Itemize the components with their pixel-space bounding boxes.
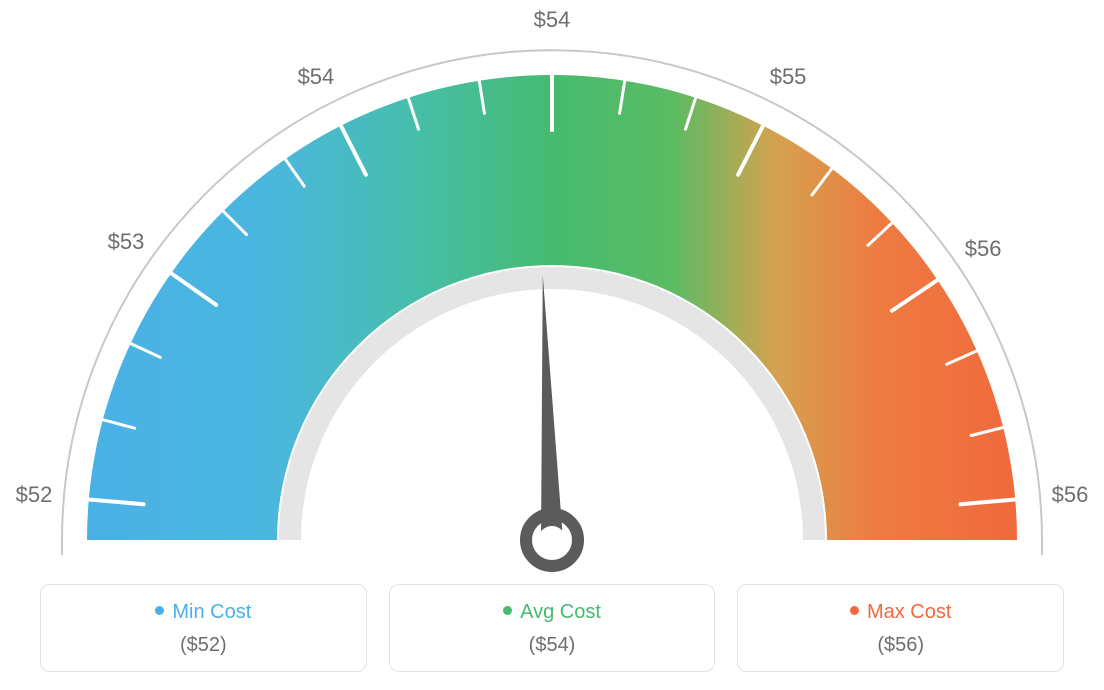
gauge-svg — [0, 0, 1104, 580]
legend-label-max: Max Cost — [867, 601, 951, 623]
legend-value-max-text: ($56) — [748, 634, 1053, 657]
legend-dot-max — [850, 606, 859, 615]
legend-card-min: Min Cost ($54) ($52) — [40, 584, 367, 672]
gauge-tick-label: $54 — [534, 7, 571, 33]
legend-title-avg: Avg Cost — [400, 601, 705, 624]
gauge-tick-label: $56 — [1052, 482, 1089, 508]
legend-value-min-text: ($52) — [51, 634, 356, 657]
gauge-tick-label: $53 — [108, 229, 145, 255]
legend-dot-avg — [503, 606, 512, 615]
gauge-chart: $52 $53 $54 $54 $55 $56 $56 — [0, 0, 1104, 580]
legend-card-avg: Avg Cost ($54) — [389, 584, 716, 672]
legend-dot-min — [155, 606, 164, 615]
legend-title-max: Max Cost — [748, 601, 1053, 624]
gauge-tick-label: $56 — [965, 236, 1002, 262]
legend-row: Min Cost ($54) ($52) Avg Cost ($54) Max … — [40, 584, 1064, 672]
legend-value-avg-text: ($54) — [400, 634, 705, 657]
legend-title-min: Min Cost — [51, 601, 356, 624]
legend-card-max: Max Cost ($56) — [737, 584, 1064, 672]
gauge-tick-label: $54 — [298, 64, 335, 90]
legend-label-avg: Avg Cost — [520, 601, 601, 623]
gauge-tick-label: $55 — [770, 64, 807, 90]
gauge-tick-label: $52 — [16, 482, 53, 508]
legend-label-min: Min Cost — [172, 601, 251, 623]
